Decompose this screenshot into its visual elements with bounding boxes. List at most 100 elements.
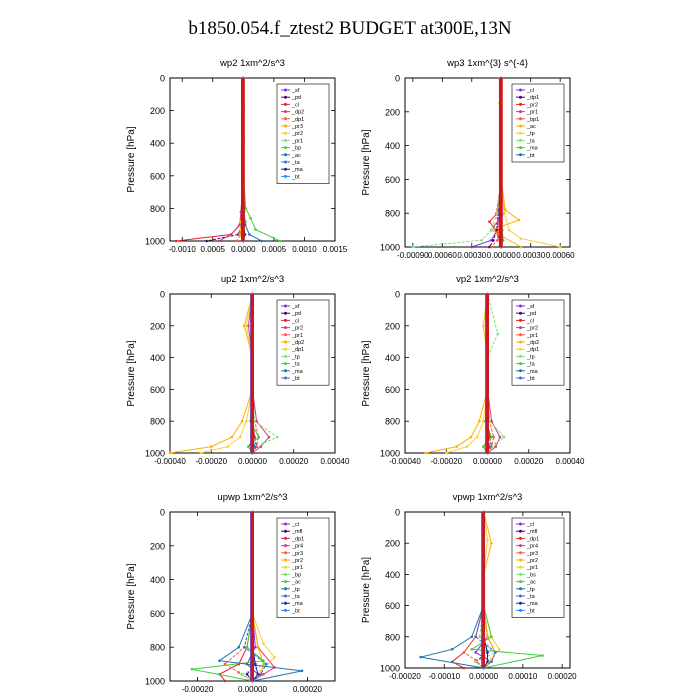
series-point [255,445,258,448]
series-point [247,445,250,448]
legend-marker [519,565,522,569]
series-point [482,419,485,423]
legend-marker [284,153,287,157]
y-tick-label: 600 [385,385,400,395]
x-tick-label: 0.00060 [546,251,575,260]
series-point [217,239,221,243]
series-line [200,293,253,454]
legend-marker [519,369,522,373]
legend-marker [519,311,522,315]
y-tick-label: 200 [385,539,400,549]
series-point [259,445,263,448]
legend-marker [284,558,287,562]
y-tick-label: 200 [385,321,400,331]
legend-marker [284,326,287,330]
legend-entry: _dp2 [526,340,539,346]
y-tick-label: 0 [395,508,400,518]
series-point [229,233,233,236]
legend-entry: _tp [291,354,300,360]
legend-entry: _cl [291,522,299,528]
series-point [244,207,248,210]
y-tick-label: 800 [385,209,400,219]
y-tick-label: 800 [385,632,400,642]
y-axis-label: Pressure [hPa] [126,340,137,406]
legend-marker [284,376,287,380]
x-tick-label: 0.0010 [292,245,317,254]
series-point [411,245,415,249]
series-point [278,239,282,243]
legend-marker [284,354,287,358]
series-line [247,293,270,454]
series-point [480,238,483,242]
legend-marker [284,340,287,344]
series-line [412,78,502,248]
plot-frame [404,511,571,669]
y-tick-label: 0 [160,290,165,300]
legend-entry: _bp [291,572,301,578]
legend-entry: _pr2 [291,326,303,332]
series-line [242,78,281,242]
legend-marker [284,522,287,526]
legend-marker [284,362,287,366]
y-tick-label: 800 [150,417,165,427]
series-point [257,435,260,439]
x-tick-label: 0.00010 [508,672,537,681]
legend-entry: _pr2 [291,131,303,137]
legend-marker [284,551,287,555]
series-point [486,651,489,654]
series-point [262,672,265,676]
x-tick-label: 0.0005 [201,245,226,254]
legend-entry: _cl [291,102,299,108]
x-tick-label: 0.00000 [238,685,267,694]
legend-entry: _ma [526,369,539,375]
legend-entry: _cl [526,318,534,324]
legend-entry: _bt [526,608,535,614]
series-point [275,435,279,439]
series-point [482,445,485,448]
series-line [420,512,485,669]
series-point [300,669,304,673]
legend-marker [519,587,522,591]
y-tick-label: 600 [385,175,400,185]
series-point [235,239,239,243]
series-point [254,228,257,231]
legend-marker [284,544,287,548]
x-tick-label: -0.00020 [389,672,421,681]
y-tick-label: 0 [160,508,165,518]
series-point [245,419,248,423]
series-point [237,671,241,674]
legend-marker [284,131,287,135]
series-point [205,239,208,243]
legend-marker [284,580,287,584]
series-point [492,435,495,439]
series-point [496,238,499,242]
legend-marker [519,138,522,142]
x-tick-label: 0.00000 [469,672,498,681]
y-tick-label: 800 [150,204,165,214]
series-point [218,659,221,663]
series-point [475,435,479,439]
x-tick-label: 0.00040 [556,457,585,466]
series-point [240,419,244,423]
legend-marker [284,102,287,106]
legend-entry: _dp1 [291,347,304,353]
y-tick-label: 200 [150,106,165,116]
legend-marker [519,601,522,605]
legend-entry: _pr4 [526,544,538,550]
y-tick-label: 600 [150,609,165,619]
x-tick-label: 0.00030 [516,251,545,260]
y-tick-label: 400 [150,353,165,363]
series-point [261,442,265,445]
x-tick-label: 0.0000 [231,245,256,254]
legend-marker [519,522,522,526]
legend-marker [519,608,522,612]
legend-marker [284,167,287,171]
series-point [469,435,473,439]
x-tick-label: -0.00040 [154,457,186,466]
x-tick-label: -0.00020 [182,685,214,694]
legend-marker [519,131,522,135]
legend-marker [519,376,522,380]
series-point [238,435,242,439]
legend-entry: _sf [291,304,300,310]
series-point [240,672,243,676]
